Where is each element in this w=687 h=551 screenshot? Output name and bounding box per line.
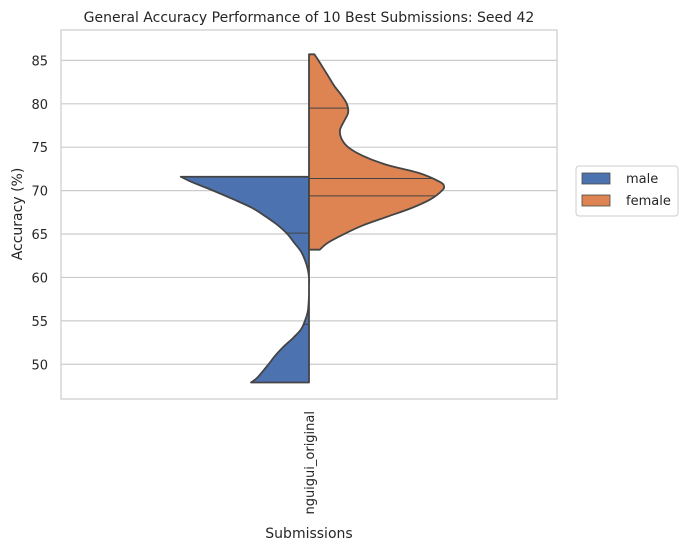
y-tick-label: 85 <box>31 54 48 69</box>
y-tick-label: 50 <box>31 358 48 373</box>
legend-swatch-female <box>581 194 611 207</box>
y-tick-label: 80 <box>31 98 48 113</box>
y-tick-label: 65 <box>31 228 48 243</box>
legend-label-female: female <box>626 194 671 209</box>
chart-title: General Accuracy Performance of 10 Best … <box>84 10 535 26</box>
violins <box>179 53 446 384</box>
x-axis-label: Submissions <box>265 526 352 542</box>
y-tick-label: 60 <box>31 271 48 286</box>
y-tick-label: 70 <box>31 185 48 200</box>
legend-swatch-male <box>581 172 611 185</box>
violin-male <box>179 175 311 384</box>
x-tick-label: nguigui_original <box>303 411 318 515</box>
violin-female <box>308 53 446 251</box>
y-axis-label: Accuracy (%) <box>10 168 26 261</box>
y-tick-label: 75 <box>31 141 48 156</box>
plot-frame <box>60 29 558 400</box>
legend-label-male: male <box>626 172 658 187</box>
x-tick-labels: nguigui_original <box>303 411 318 515</box>
y-tick-labels: 50 55 60 65 70 75 80 85 <box>31 54 48 373</box>
y-tick-label: 55 <box>31 315 48 330</box>
legend: male female <box>575 165 679 217</box>
